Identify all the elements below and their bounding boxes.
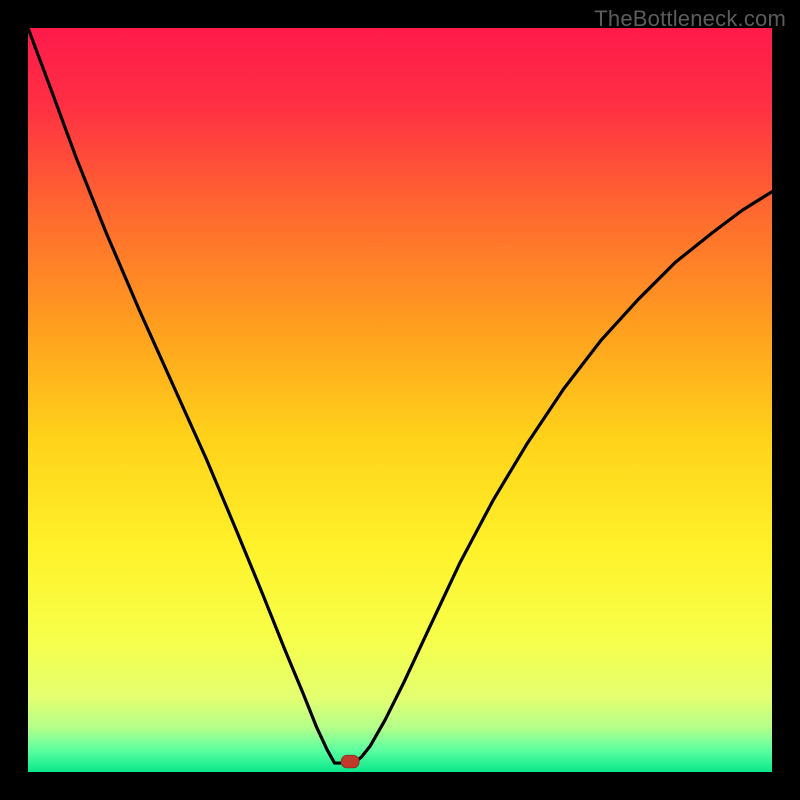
optimal-marker [341,755,359,768]
plot-area [28,28,772,772]
chart-frame: TheBottleneck.com [0,0,800,800]
gradient-background [28,28,772,772]
bottleneck-chart [28,28,772,772]
